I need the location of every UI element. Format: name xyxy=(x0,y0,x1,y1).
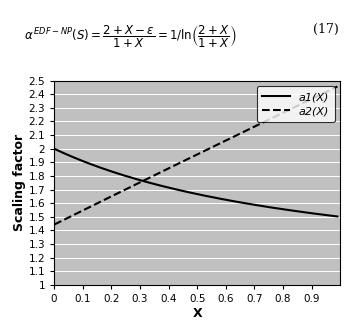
a2(X) xyxy=(52,223,57,226)
Legend: a1(X), a2(X): a1(X), a2(X) xyxy=(257,86,335,122)
Y-axis label: Scaling factor: Scaling factor xyxy=(13,134,26,231)
a2(X) xyxy=(335,85,340,89)
X-axis label: X: X xyxy=(192,307,202,320)
a2(X) xyxy=(187,156,191,160)
a2(X) xyxy=(221,140,225,144)
a1(X) xyxy=(284,208,289,212)
a1(X) xyxy=(188,191,193,194)
Line: a2(X): a2(X) xyxy=(54,87,337,224)
a1(X) xyxy=(52,147,57,151)
Text: $\alpha^{\,EDF-NP}(S)=\dfrac{2+X-\varepsilon}{1+X}=1/\ln\!\left(\dfrac{2+X}{1+X}: $\alpha^{\,EDF-NP}(S)=\dfrac{2+X-\vareps… xyxy=(24,23,237,49)
a1(X) xyxy=(221,197,225,201)
a2(X) xyxy=(328,88,333,92)
a1(X) xyxy=(206,194,210,198)
a1(X) xyxy=(328,214,333,218)
a1(X) xyxy=(187,190,191,194)
Line: a1(X): a1(X) xyxy=(54,149,337,216)
a1(X) xyxy=(335,214,340,218)
a2(X) xyxy=(206,147,210,151)
Text: (17): (17) xyxy=(313,23,339,36)
a2(X) xyxy=(188,156,193,160)
a2(X) xyxy=(284,109,289,113)
